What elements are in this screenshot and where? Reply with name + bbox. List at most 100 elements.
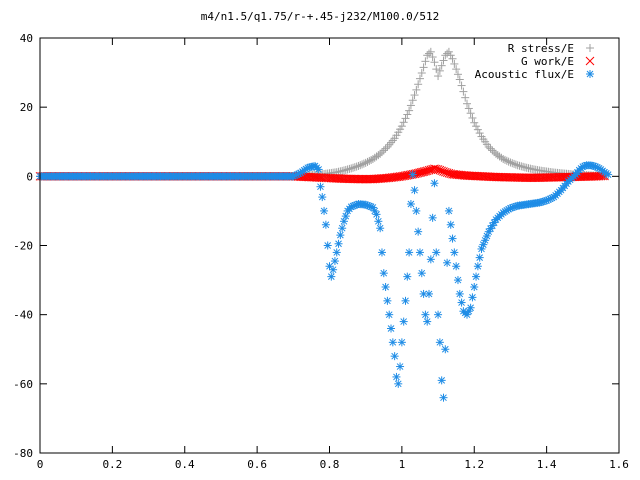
x-tick-label: 0.6 (247, 458, 267, 471)
data-point (484, 142, 493, 151)
data-point (376, 224, 385, 233)
data-point (437, 376, 446, 385)
data-point (515, 161, 524, 170)
data-point (361, 158, 370, 167)
data-point (412, 206, 421, 215)
data-point (358, 160, 367, 169)
data-point (403, 272, 412, 281)
data-point (332, 248, 341, 257)
legend-label: R stress/E (508, 42, 574, 55)
data-point (443, 49, 452, 58)
data-point (472, 272, 481, 281)
data-point (425, 289, 434, 298)
data-point (466, 109, 475, 118)
data-point (406, 101, 415, 110)
data-point (473, 125, 482, 134)
data-point (336, 231, 345, 240)
data-point (455, 289, 464, 298)
y-tick-label: -80 (13, 447, 33, 460)
data-marks (35, 47, 613, 402)
data-point (457, 81, 466, 90)
data-point (466, 303, 475, 312)
data-point (410, 91, 419, 100)
y-tick-label: -60 (13, 378, 33, 391)
data-point (379, 269, 388, 278)
data-point (423, 51, 432, 60)
data-point (421, 57, 430, 66)
data-point (435, 338, 444, 347)
data-point (432, 248, 441, 257)
data-point (379, 146, 388, 155)
y-tick-label: 20 (20, 101, 33, 114)
data-point (399, 118, 408, 127)
x-tick-label: 0.8 (320, 458, 340, 471)
data-point (338, 224, 347, 233)
data-point (314, 165, 323, 174)
x-tick-label: 1.6 (609, 458, 629, 471)
data-point (468, 293, 477, 302)
data-point (421, 310, 430, 319)
data-point (390, 352, 399, 361)
data-point (415, 248, 424, 257)
data-point (457, 298, 466, 307)
data-point (341, 165, 350, 174)
data-point (397, 338, 406, 347)
data-point (513, 161, 522, 170)
data-point (412, 85, 421, 94)
x-tick-label: 0 (37, 458, 44, 471)
data-point (321, 220, 330, 229)
data-point (444, 47, 453, 56)
data-point (486, 144, 495, 153)
data-point (464, 307, 473, 316)
data-point (394, 379, 403, 388)
data-point (388, 136, 397, 145)
data-point (455, 75, 464, 84)
data-point (488, 146, 497, 155)
data-point (470, 118, 479, 127)
data-point (405, 106, 414, 115)
data-point (419, 167, 429, 176)
data-point (475, 253, 484, 262)
data-point (497, 153, 506, 162)
data-point (359, 159, 368, 168)
data-point (517, 162, 526, 171)
data-point (428, 213, 437, 222)
data-point (401, 296, 410, 305)
data-point (381, 144, 390, 153)
data-point (439, 393, 448, 402)
data-point (448, 54, 457, 63)
data-point (444, 206, 453, 215)
data-point (377, 148, 386, 157)
data-point (365, 156, 374, 165)
series-3 (36, 161, 613, 402)
data-point (417, 269, 426, 278)
data-point (430, 179, 439, 188)
data-point (363, 157, 372, 166)
data-point (446, 220, 455, 229)
data-point (450, 59, 459, 68)
data-point (439, 56, 448, 65)
data-point (316, 182, 325, 191)
y-tick-label: -40 (13, 309, 33, 322)
data-point (405, 248, 414, 257)
data-point (506, 158, 515, 167)
data-point (452, 65, 461, 74)
data-point (430, 164, 439, 174)
data-point (501, 155, 510, 164)
data-point (410, 186, 419, 195)
data-point (450, 248, 459, 257)
data-point (604, 170, 613, 179)
data-point (345, 164, 354, 173)
data-point (408, 96, 417, 105)
data-point (428, 53, 437, 62)
data-point (385, 310, 394, 319)
data-point (453, 70, 462, 79)
data-point (397, 122, 406, 131)
data-point (519, 162, 528, 171)
data-point (437, 61, 446, 70)
data-point (352, 162, 361, 171)
data-point (381, 283, 390, 291)
data-point (392, 372, 401, 381)
x-tick-label: 1.2 (464, 458, 484, 471)
